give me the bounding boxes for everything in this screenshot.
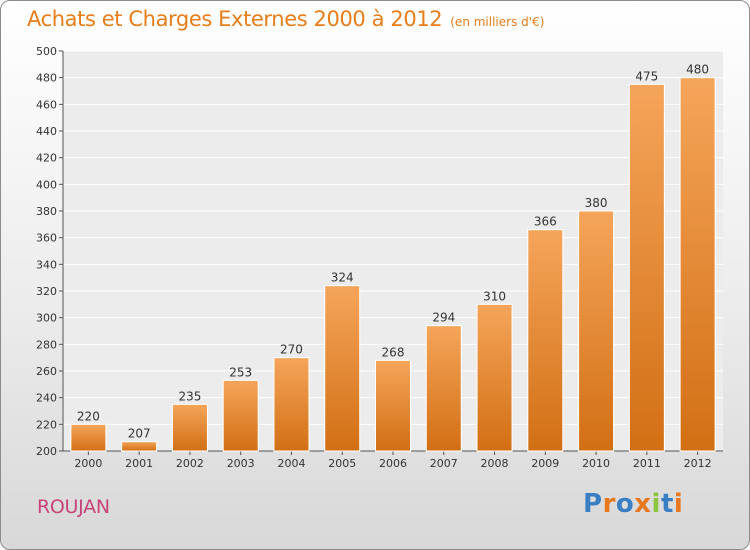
y-tick-label: 480 <box>36 72 57 85</box>
bar-value-label: 235 <box>178 389 201 403</box>
bar-2009 <box>527 229 564 452</box>
chart-title-block: Achats et Charges Externes 2000 à 2012 (e… <box>27 7 544 31</box>
bar-value-label: 270 <box>280 343 303 357</box>
y-tick-label: 240 <box>36 392 57 405</box>
bar-2008 <box>476 303 513 452</box>
bar-2006 <box>375 359 411 452</box>
x-tick-label: 2005 <box>328 457 356 470</box>
bar-value-label: 207 <box>128 427 151 441</box>
logo-letter: x <box>634 489 652 519</box>
bar-value-label: 366 <box>534 215 557 229</box>
bar-2010 <box>578 210 615 452</box>
y-tick-label: 380 <box>36 205 57 218</box>
bar-value-label: 380 <box>585 196 608 210</box>
x-tick-label: 2006 <box>379 457 407 470</box>
logo-letter: i <box>673 489 684 519</box>
bar-2000 <box>70 423 107 452</box>
x-tick-label: 2008 <box>481 457 509 470</box>
chart-title: Achats et Charges Externes 2000 à 2012 <box>27 7 443 31</box>
x-tick-label: 2001 <box>125 457 153 470</box>
logo-letter: r <box>602 489 616 519</box>
y-tick-label: 280 <box>36 338 57 351</box>
y-tick-label: 400 <box>36 178 57 191</box>
x-tick-label: 2011 <box>633 457 661 470</box>
bar-value-label: 220 <box>77 409 100 423</box>
y-tick-label: 420 <box>36 152 57 165</box>
bar-2001 <box>121 441 158 452</box>
bar-2012 <box>679 77 716 452</box>
bar-value-label: 475 <box>635 69 658 83</box>
bar-2005 <box>324 285 361 452</box>
y-tick-label: 200 <box>36 445 57 458</box>
bar-2003 <box>222 379 259 452</box>
y-tick-label: 260 <box>36 365 57 378</box>
bar-2011 <box>628 83 665 452</box>
x-tick-label: 2007 <box>430 457 458 470</box>
y-tick-label: 320 <box>36 285 57 298</box>
x-tick-label: 2012 <box>684 457 712 470</box>
y-tick-label: 300 <box>36 312 57 325</box>
y-tick-label: 500 <box>36 45 57 58</box>
proxiti-logo: Proxiti <box>583 489 683 519</box>
x-tick-label: 2000 <box>74 457 102 470</box>
location-name: ROUJAN <box>37 496 110 518</box>
bar-value-label: 310 <box>483 289 506 303</box>
logo-letter: i <box>651 489 661 519</box>
x-tick-label: 2009 <box>531 457 559 470</box>
bar-2007 <box>425 325 462 452</box>
logo-letter: P <box>583 489 603 519</box>
y-tick-label: 340 <box>36 258 57 271</box>
bar-value-label: 268 <box>382 345 405 359</box>
y-tick-label: 440 <box>36 125 57 138</box>
x-tick-label: 2004 <box>277 457 305 470</box>
logo-letter: o <box>615 489 635 519</box>
x-tick-label: 2010 <box>582 457 610 470</box>
x-tick-label: 2003 <box>227 457 255 470</box>
bar-value-label: 480 <box>686 63 709 77</box>
y-tick-label: 220 <box>36 418 57 431</box>
bar-value-label: 324 <box>331 271 354 285</box>
y-tick-label: 360 <box>36 232 57 245</box>
chart-unit: (en milliers d'€) <box>450 15 545 29</box>
logo-letter: t <box>660 489 674 519</box>
bar-value-label: 253 <box>229 365 252 379</box>
y-tick-label: 460 <box>36 98 57 111</box>
bar-2002 <box>171 403 208 452</box>
x-tick-label: 2002 <box>176 457 204 470</box>
bar-2004 <box>273 357 310 452</box>
bar-value-label: 294 <box>432 311 455 325</box>
